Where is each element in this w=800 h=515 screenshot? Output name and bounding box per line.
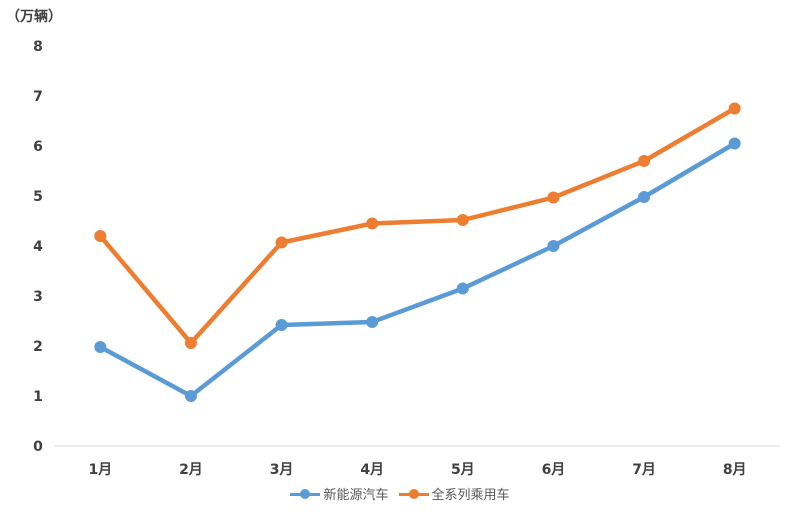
legend-swatch-series-1: [290, 487, 321, 501]
data-point-series-2: [184, 337, 197, 349]
y-tick-label: 2: [33, 339, 43, 355]
data-point-series-1: [184, 390, 197, 402]
legend-label-series-2: 全系列乘用车: [431, 488, 510, 503]
x-tick-label: 4月: [360, 462, 384, 478]
data-point-series-1: [275, 319, 288, 331]
x-tick-label: 5月: [451, 462, 475, 478]
data-point-series-1: [94, 341, 107, 353]
series-line-2: [98, 106, 737, 346]
y-tick-label: 3: [33, 289, 43, 305]
y-tick-label: 1: [33, 389, 43, 405]
data-point-series-1: [728, 137, 741, 150]
data-point-series-1: [456, 282, 469, 295]
data-point-series-2: [94, 230, 107, 242]
series-line-1: [98, 141, 737, 399]
legend-swatch-series-2: [398, 487, 429, 501]
y-tick-label: 4: [33, 239, 43, 255]
data-point-series-2: [366, 217, 379, 230]
y-tick-label: 7: [33, 89, 43, 105]
y-tick-label: 5: [33, 189, 43, 205]
legend-item-series-2: 全系列乘用车: [398, 484, 510, 503]
data-point-series-2: [728, 102, 741, 115]
x-tick-label: 6月: [542, 462, 566, 478]
data-point-series-1: [366, 316, 379, 328]
x-tick-label: 8月: [723, 462, 747, 478]
x-tick-label: 1月: [88, 462, 112, 478]
data-point-series-2: [638, 155, 651, 167]
y-tick-label: 8: [33, 39, 43, 55]
data-point-series-2: [547, 191, 560, 204]
chart-legend: 新能源汽车 全系列乘用车: [0, 484, 800, 503]
line-chart: 0 1 2 3 4 5 6 7 8 1月 2月 3月 4月 5月 6月 7月 8月: [33, 39, 780, 478]
y-tick-label: 0: [33, 439, 43, 455]
y-axis-unit-label: （万辆）: [6, 9, 62, 25]
y-tick-label: 6: [33, 139, 43, 155]
legend-label-series-1: 新能源汽车: [323, 488, 389, 503]
data-point-series-2: [456, 214, 469, 226]
legend-item-series-1: 新能源汽车: [290, 484, 389, 503]
data-point-series-2: [275, 236, 288, 249]
x-tick-label: 3月: [270, 462, 294, 478]
data-point-series-1: [638, 191, 651, 203]
x-tick-label: 7月: [632, 462, 656, 478]
data-point-series-1: [547, 240, 560, 252]
x-tick-label: 2月: [179, 462, 203, 478]
